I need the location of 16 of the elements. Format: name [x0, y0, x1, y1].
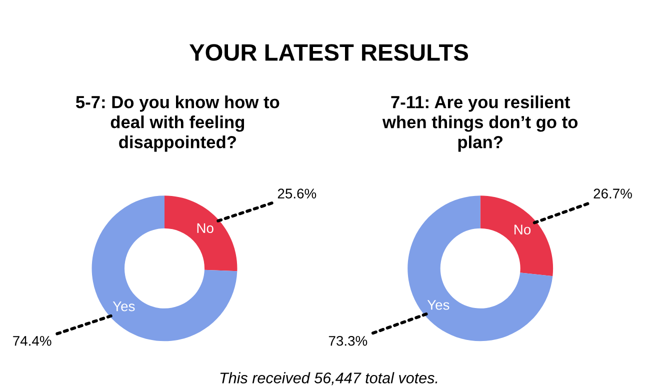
data-label: 74.4%: [13, 336, 52, 346]
donut-slice: [480, 196, 554, 276]
slice-label: No: [514, 224, 531, 234]
slice-label: No: [197, 223, 214, 234]
slice-label: Yes: [427, 300, 450, 310]
chart-title: 7-11: Are you resilient when things don’t go to plan?: [382, 96, 578, 152]
text: YOUR LATEST RESULTS: [189, 44, 468, 61]
text: This received 56,447 total votes.: [220, 372, 438, 386]
donut-slice: [164, 196, 238, 272]
chart-title: 5-7: Do you know how to deal with feeling disappointed?: [76, 96, 280, 152]
donut-slice: [92, 196, 238, 342]
data-label: 73.3%: [328, 336, 368, 346]
data-label: 26.7%: [594, 188, 632, 199]
slice-label: Yes: [112, 302, 135, 312]
data-label: 25.6%: [278, 188, 316, 199]
donut-slice: [408, 196, 553, 342]
